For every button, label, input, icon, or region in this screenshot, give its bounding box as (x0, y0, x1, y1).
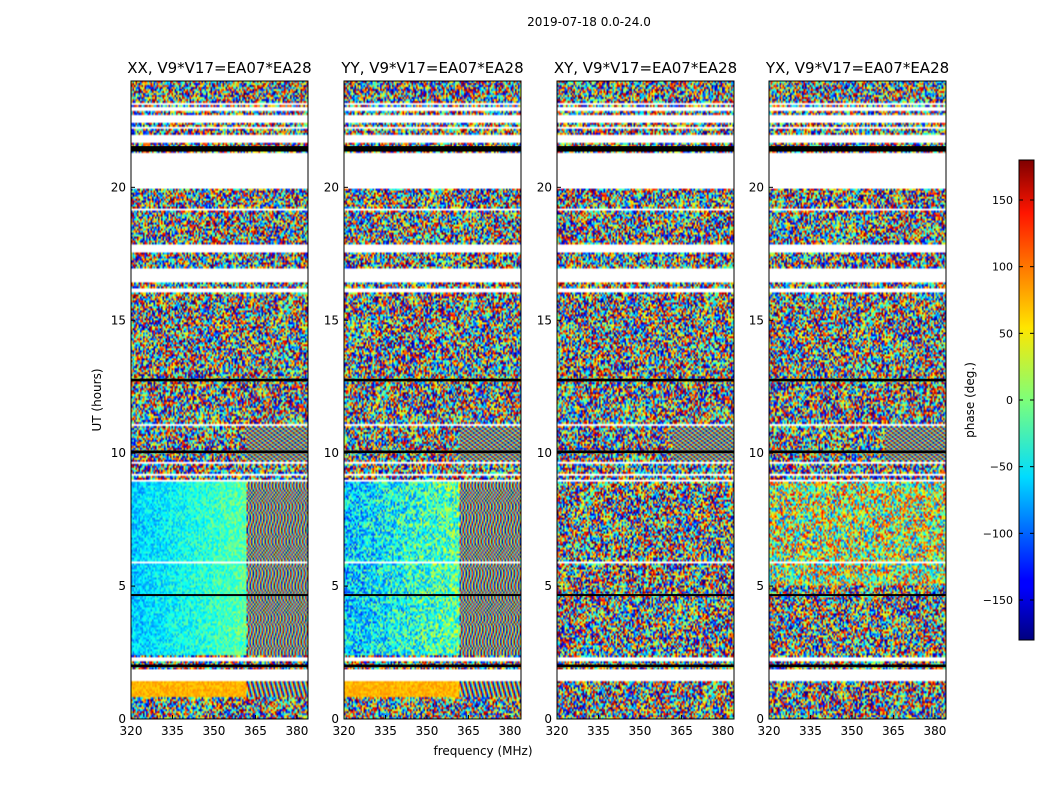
x-tick-label: 320 (546, 724, 569, 738)
y-tick-label: 20 (324, 180, 339, 194)
y-tick-label: 20 (537, 180, 552, 194)
x-tick-label: 320 (758, 724, 781, 738)
flag-band (769, 594, 946, 597)
panel-title: YX, V9*V17=EA07*EA28 (765, 59, 949, 77)
flag-band (769, 664, 946, 668)
axes-frame (130, 80, 309, 720)
y-tick-label: 15 (111, 313, 126, 327)
y-tick-label: 5 (331, 579, 339, 593)
y-tick-label: 10 (749, 446, 764, 460)
x-tick-label: 335 (799, 724, 822, 738)
x-tick-label: 365 (244, 724, 267, 738)
colorbar-tick-label: 0 (1006, 394, 1013, 407)
colorbar-tick-label: 50 (999, 327, 1013, 340)
figure-title: 2019-07-18 0.0-24.0 (527, 15, 651, 29)
x-tick-label: 350 (416, 724, 439, 738)
flag-band (131, 378, 308, 382)
x-tick-label: 365 (882, 724, 905, 738)
panels: XX, V9*V17=EA07*EA28 320 335 350 365 380 0 5 10 1… (111, 59, 949, 738)
flag-band (557, 378, 734, 382)
x-tick-label: 380 (498, 724, 521, 738)
y-tick-label: 5 (756, 579, 764, 593)
panel-title: YY, V9*V17=EA07*EA28 (340, 59, 523, 77)
axes-frame (556, 80, 735, 720)
x-tick-label: 320 (333, 724, 356, 738)
flag-band (769, 378, 946, 382)
phase-heatmap (769, 81, 946, 719)
panel-xy: XY, V9*V17=EA07*EA28 320 335 350 365 380 0 5 10 1… (537, 59, 737, 738)
flag-band (131, 594, 308, 597)
colorbar-tick-label: 100 (992, 261, 1013, 274)
x-tick-label: 380 (711, 724, 734, 738)
y-axis-label: UT (hours) (90, 368, 104, 431)
x-tick-label: 335 (587, 724, 610, 738)
phase-heatmap (344, 81, 521, 719)
flag-band (557, 594, 734, 597)
flag-band (557, 450, 734, 454)
x-tick-label: 335 (161, 724, 184, 738)
colorbar-label: phase (deg.) (963, 362, 977, 438)
y-tick-label: 15 (324, 313, 339, 327)
flag-band (131, 664, 308, 668)
flag-band (557, 146, 734, 152)
flag-band (344, 450, 521, 454)
flag-band (344, 378, 521, 382)
y-tick-label: 10 (537, 446, 552, 460)
phase-heatmap (131, 81, 308, 719)
flag-band (557, 664, 734, 668)
panel-title: XY, V9*V17=EA07*EA28 (554, 59, 737, 77)
x-tick-label: 335 (374, 724, 397, 738)
flag-band (344, 594, 521, 597)
x-tick-label: 365 (457, 724, 480, 738)
y-tick-label: 20 (111, 180, 126, 194)
y-tick-label: 0 (756, 712, 764, 726)
x-tick-label: 350 (629, 724, 652, 738)
flag-band (344, 146, 521, 152)
colorbar-tick-label: −150 (983, 594, 1013, 607)
flag-band (769, 450, 946, 454)
x-tick-label: 380 (285, 724, 308, 738)
y-tick-label: 0 (118, 712, 126, 726)
panel-title: XX, V9*V17=EA07*EA28 (127, 59, 311, 77)
flag-band (769, 146, 946, 152)
x-axis-label: frequency (MHz) (433, 744, 532, 758)
y-tick-label: 0 (544, 712, 552, 726)
x-tick-label: 365 (670, 724, 693, 738)
y-tick-label: 5 (544, 579, 552, 593)
panel-yx: YX, V9*V17=EA07*EA28 320 335 350 365 380 0 5 10 1… (749, 59, 949, 738)
y-tick-label: 10 (111, 446, 126, 460)
axes-frame (768, 80, 947, 720)
x-tick-label: 350 (841, 724, 864, 738)
panel-yy: YY, V9*V17=EA07*EA28 320 335 350 365 380 0 5 10 1… (324, 59, 524, 738)
y-tick-label: 10 (324, 446, 339, 460)
phase-heatmap (557, 81, 734, 719)
x-tick-label: 320 (120, 724, 143, 738)
y-tick-label: 5 (118, 579, 126, 593)
colorbar-tick-label: 150 (992, 194, 1013, 207)
colorbar-tick-label: −100 (983, 527, 1013, 540)
colorbar: −150 −100 −50 0 50 100 150 phase (deg.) (963, 159, 1035, 641)
flag-band (344, 664, 521, 668)
x-tick-label: 380 (923, 724, 946, 738)
x-tick-label: 350 (203, 724, 226, 738)
y-tick-label: 20 (749, 180, 764, 194)
flag-band (131, 450, 308, 454)
flag-band (131, 146, 308, 152)
axes-frame (343, 80, 522, 720)
y-tick-label: 15 (537, 313, 552, 327)
panel-xx: XX, V9*V17=EA07*EA28 320 335 350 365 380 0 5 10 1… (111, 59, 312, 738)
y-tick-label: 0 (331, 712, 339, 726)
colorbar-tick-label: −50 (990, 461, 1013, 474)
y-tick-label: 15 (749, 313, 764, 327)
